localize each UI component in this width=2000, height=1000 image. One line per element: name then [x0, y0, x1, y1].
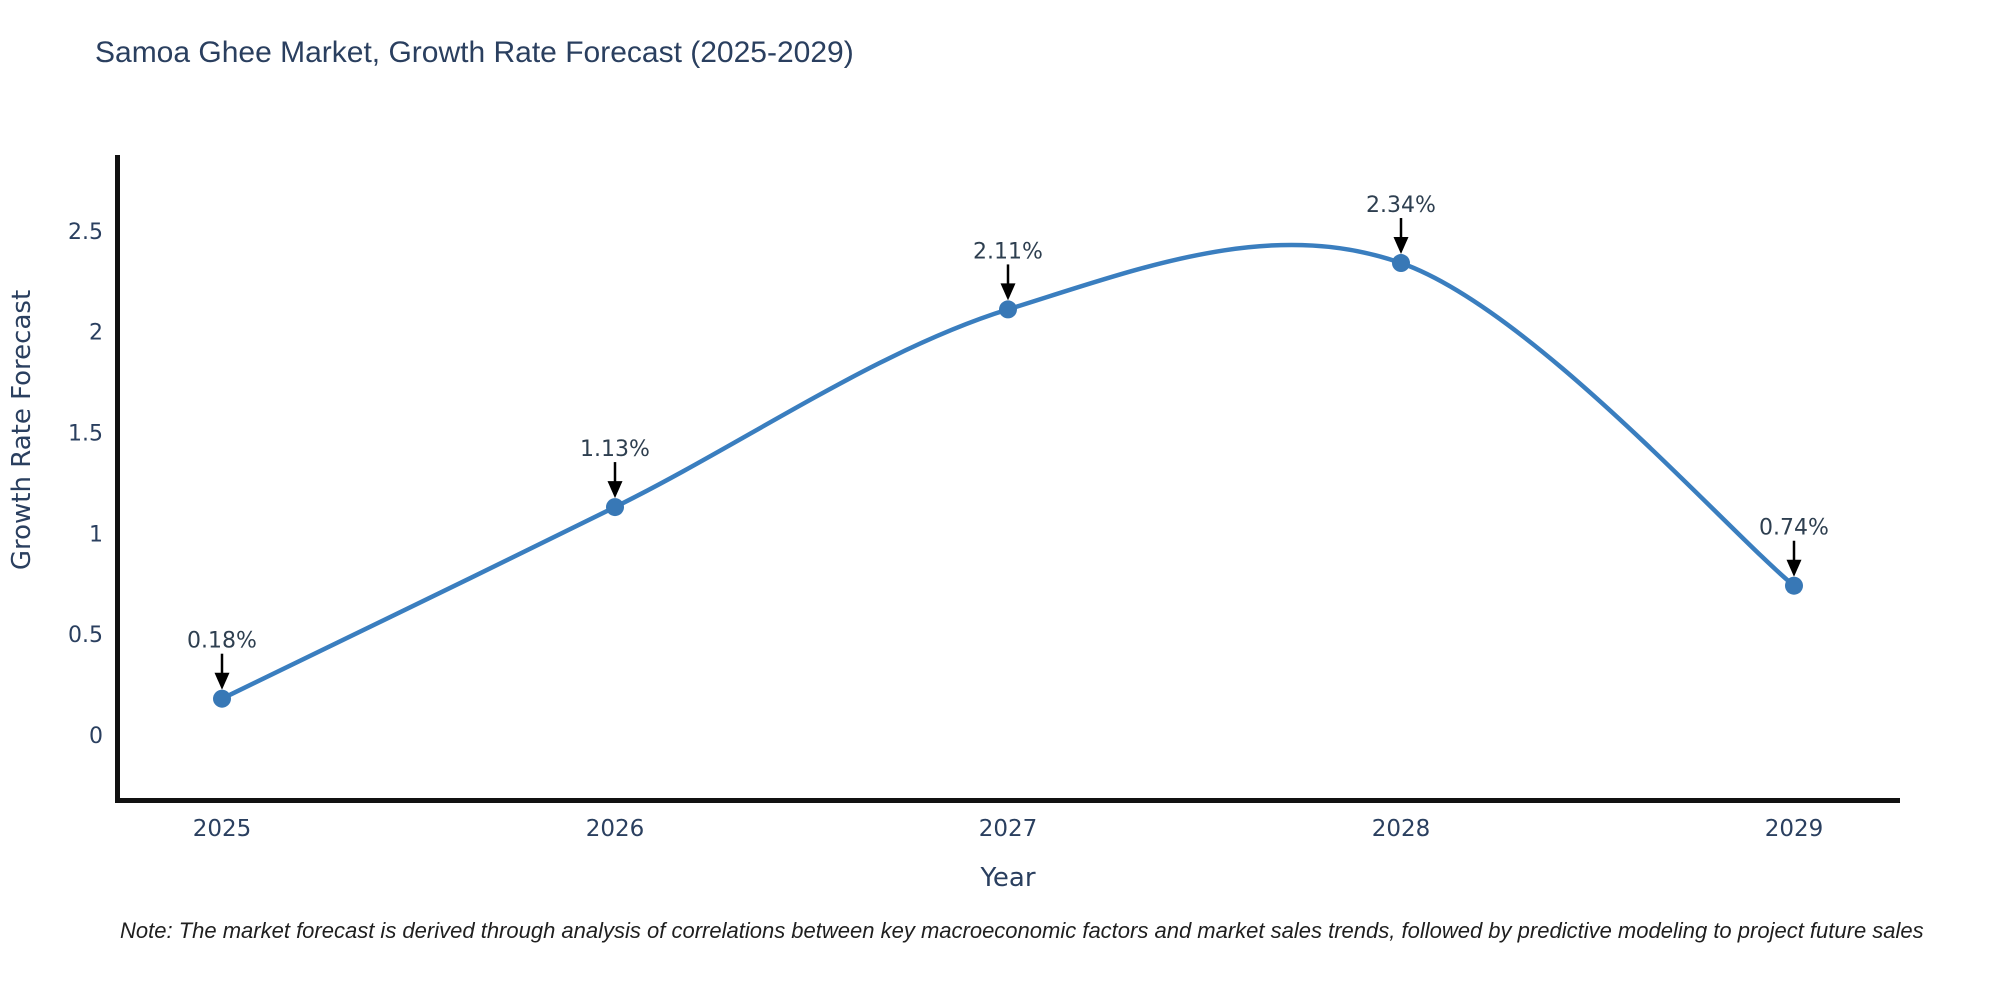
y-tick-label: 2 [89, 321, 103, 346]
data-point-2028[interactable] [1392, 254, 1410, 273]
annotation-label-2025: 0.18% [187, 629, 257, 654]
annotation-label-2028: 2.34% [1366, 193, 1436, 218]
x-tick-label: 2025 [193, 816, 252, 842]
annotation-arrow-head [1786, 559, 1802, 577]
data-point-2027[interactable] [999, 300, 1017, 319]
annotation-arrow-head [1393, 237, 1409, 255]
y-tick-label: 0.5 [68, 623, 103, 648]
annotation-arrow-head [607, 481, 623, 499]
x-axis-title: Year [979, 863, 1035, 893]
x-tick-label: 2026 [586, 816, 645, 842]
x-tick-label: 2028 [1372, 816, 1431, 842]
y-axis-title: Growth Rate Forecast [7, 290, 37, 570]
footnote-text: Note: The market forecast is derived thr… [120, 918, 1924, 943]
data-point-2025[interactable] [213, 689, 231, 708]
annotation-label-2029: 0.74% [1759, 516, 1829, 541]
y-tick-label: 2.5 [68, 220, 103, 245]
data-point-2029[interactable] [1785, 576, 1803, 595]
annotation-arrow-head [1000, 283, 1016, 301]
annotation-label-2027: 2.11% [973, 239, 1043, 264]
x-tick-label: 2027 [979, 816, 1038, 842]
chart-title: Samoa Ghee Market, Growth Rate Forecast … [95, 36, 854, 69]
annotation-arrow-head [214, 672, 230, 690]
x-tick-label: 2029 [1765, 816, 1824, 842]
data-point-2026[interactable] [606, 498, 624, 517]
y-tick-label: 1.5 [68, 421, 103, 446]
y-tick-label: 1 [89, 522, 103, 547]
annotation-label-2026: 1.13% [580, 437, 650, 462]
y-tick-label: 0 [89, 724, 103, 749]
